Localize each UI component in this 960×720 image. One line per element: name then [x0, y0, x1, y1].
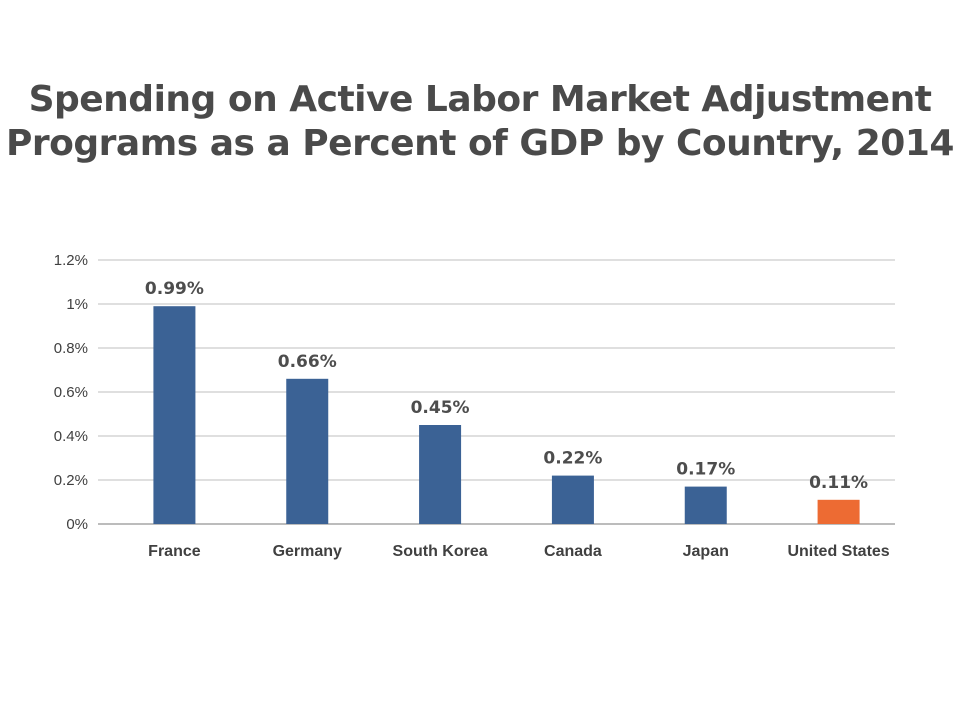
y-tick-label: 1.2%	[54, 252, 88, 269]
data-label: 0.11%	[809, 473, 868, 493]
category-label: France	[148, 543, 201, 560]
chart-title-line-2: Programs as a Percent of GDP by Country,…	[6, 123, 954, 164]
bars	[153, 306, 860, 524]
y-tick-label: 0.2%	[54, 472, 88, 489]
data-label: 0.22%	[543, 449, 602, 469]
data-label: 0.99%	[145, 279, 204, 299]
y-tick-label: 0.8%	[54, 340, 88, 357]
x-axis-category-labels: France Germany South Korea Canada Japan Unite…	[148, 543, 890, 560]
y-tick-label: 0%	[66, 516, 88, 533]
data-label: 0.45%	[411, 398, 470, 418]
bar-germany	[286, 378, 329, 524]
bar-france	[153, 306, 196, 524]
y-axis-tick-labels: 0% 0.2% 0.4% 0.6% 0.8% 1% 1.2%	[54, 252, 88, 533]
category-label: Canada	[544, 543, 602, 560]
bar-united-states	[817, 499, 860, 524]
data-label: 0.17%	[676, 460, 735, 480]
y-tick-label: 1%	[66, 296, 88, 313]
bar-japan	[684, 486, 727, 524]
data-label: 0.66%	[278, 352, 337, 372]
bar-south-korea	[419, 425, 462, 524]
bar-canada	[551, 475, 594, 524]
category-label: Germany	[273, 543, 342, 560]
category-label: United States	[787, 543, 889, 560]
y-tick-label: 0.6%	[54, 384, 88, 401]
data-labels: 0.99% 0.66% 0.45% 0.22% 0.17% 0.11%	[145, 279, 868, 493]
gridlines	[98, 259, 895, 525]
chart-title-line-1: Spending on Active Labor Market Adjustme…	[28, 79, 932, 120]
category-label: Japan	[683, 543, 729, 560]
category-label: South Korea	[393, 543, 488, 560]
chart-title: Spending on Active Labor Market Adjustme…	[0, 78, 960, 166]
y-tick-label: 0.4%	[54, 428, 88, 445]
